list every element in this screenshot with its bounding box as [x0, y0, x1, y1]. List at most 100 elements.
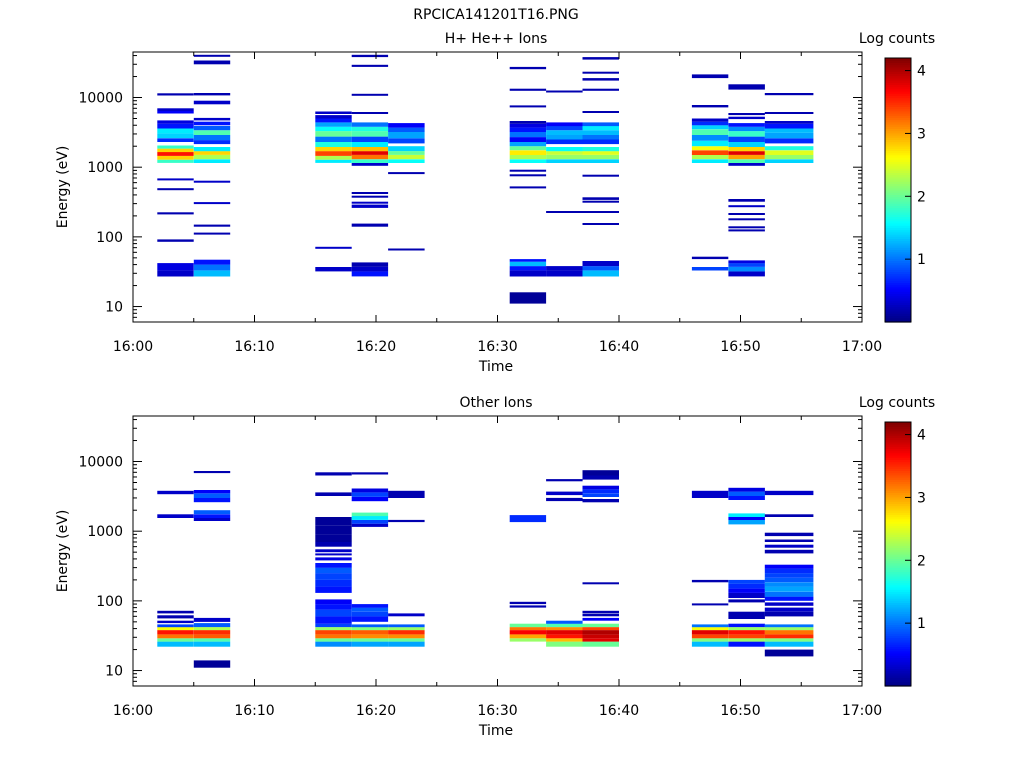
- heatmap-cell: [764, 568, 814, 574]
- heatmap-cells: [157, 470, 814, 668]
- colorbar-segment: [885, 88, 911, 92]
- colorbar-segment: [885, 311, 911, 314]
- colorbar-tick-label: 2: [917, 189, 926, 205]
- heatmap-cell: [546, 266, 583, 271]
- heatmap-cell: [582, 266, 619, 271]
- colorbar-segment: [885, 174, 911, 178]
- colorbar-segment: [885, 185, 911, 189]
- heatmap-cell: [193, 623, 231, 628]
- heatmap-cell: [157, 128, 194, 134]
- heatmap-cell: [351, 112, 389, 114]
- colorbar-segment: [885, 461, 911, 465]
- colorbar-segment: [885, 512, 911, 515]
- colorbar-label: Log counts: [859, 395, 935, 411]
- heatmap-cell: [315, 557, 352, 561]
- heatmap-cell: [764, 123, 814, 129]
- colorbar-segment: [885, 132, 911, 136]
- heatmap-cell: [351, 136, 389, 142]
- heatmap-cell: [546, 135, 583, 140]
- heatmap-cell: [764, 539, 814, 542]
- heatmap-cell: [509, 132, 547, 138]
- colorbar-segment: [885, 516, 911, 520]
- colorbar-segment: [885, 576, 911, 579]
- heatmap-cell: [691, 603, 729, 606]
- panel-title: H+ He++ Ions: [445, 31, 548, 47]
- heatmap-cell: [764, 150, 814, 155]
- heatmap-cell: [351, 126, 389, 132]
- colorbar-segment: [885, 128, 911, 132]
- colorbar-segment: [885, 527, 911, 531]
- colorbar-segment: [885, 313, 911, 316]
- heatmap-cell: [315, 115, 352, 119]
- heatmap-cell: [509, 150, 547, 155]
- heatmap-cell: [728, 151, 765, 155]
- y-tick-label: 100: [96, 230, 123, 246]
- heatmap-cell: [157, 148, 194, 153]
- colorbar-segment: [885, 479, 911, 482]
- heatmap-cell: [546, 130, 583, 135]
- colorbar-segment: [885, 73, 911, 77]
- figure-title: RPCICA141201T16.PNG: [413, 7, 578, 23]
- colorbar-segment: [885, 672, 911, 676]
- heatmap-cell: [388, 154, 425, 160]
- heatmap-cell: [193, 60, 231, 65]
- heatmap-cell: [193, 117, 231, 121]
- x-tick-label: 16:20: [356, 703, 396, 719]
- colorbar-segment: [885, 659, 911, 663]
- heatmap-cell: [388, 638, 425, 642]
- heatmap-cell: [691, 150, 729, 155]
- colorbar-tick-label: 3: [917, 126, 926, 142]
- heatmap-cell: [764, 121, 814, 124]
- colorbar-segment: [885, 71, 911, 74]
- x-tick-label: 16:30: [477, 703, 517, 719]
- heatmap-cell: [546, 497, 583, 502]
- heatmap-cell: [582, 71, 619, 74]
- heatmap-cell: [582, 610, 619, 614]
- heatmap-cell: [315, 136, 352, 142]
- heatmap-cell: [582, 630, 619, 635]
- heatmap-cell: [691, 641, 729, 647]
- heatmap-cell: [351, 492, 389, 497]
- heatmap-cell: [582, 613, 619, 617]
- heatmap-cell: [351, 523, 389, 527]
- colorbar-tick-label: 1: [917, 616, 926, 632]
- colorbar-segment: [885, 198, 911, 202]
- colorbar-segment: [885, 677, 911, 680]
- colorbar-tick-label: 3: [917, 490, 926, 506]
- colorbar-segment: [885, 428, 911, 432]
- heatmap-cell: [351, 163, 389, 166]
- heatmap-cell: [388, 132, 425, 139]
- heatmap-cell: [764, 128, 814, 133]
- heatmap-cell: [728, 271, 765, 277]
- colorbar-segment: [885, 683, 911, 687]
- colorbar-segment: [885, 302, 911, 305]
- heatmap-cell: [351, 516, 389, 520]
- colorbar-segment: [885, 540, 911, 544]
- heatmap-cell: [351, 641, 389, 647]
- colorbar-segment: [885, 130, 911, 134]
- colorbar-segment: [885, 295, 911, 299]
- heatmap-cell: [351, 634, 389, 639]
- colorbar-frame: [884, 421, 912, 687]
- colorbar-segment: [885, 249, 911, 253]
- colorbar-segment: [885, 258, 911, 261]
- heatmap-cell: [388, 613, 425, 617]
- heatmap-cell: [546, 159, 583, 163]
- heatmap-cell: [728, 638, 765, 642]
- heatmap-cell: [315, 155, 352, 160]
- colorbar-segment: [885, 212, 911, 215]
- heatmap-cell: [315, 627, 352, 631]
- heatmap-cell: [546, 139, 583, 145]
- heatmap-cell: [315, 151, 352, 156]
- heatmap-cell: [351, 147, 389, 152]
- colorbar-segment: [885, 490, 911, 493]
- heatmap-cell: [728, 260, 765, 264]
- colorbar-segment: [885, 234, 911, 237]
- colorbar-segment: [885, 646, 911, 650]
- colorbar-segment: [885, 271, 911, 275]
- x-tick-label: 16:50: [720, 703, 760, 719]
- heatmap-cell: [157, 239, 194, 242]
- colorbar-segment: [885, 503, 911, 507]
- colorbar-segment: [885, 86, 911, 90]
- heatmap-cell: [351, 611, 389, 617]
